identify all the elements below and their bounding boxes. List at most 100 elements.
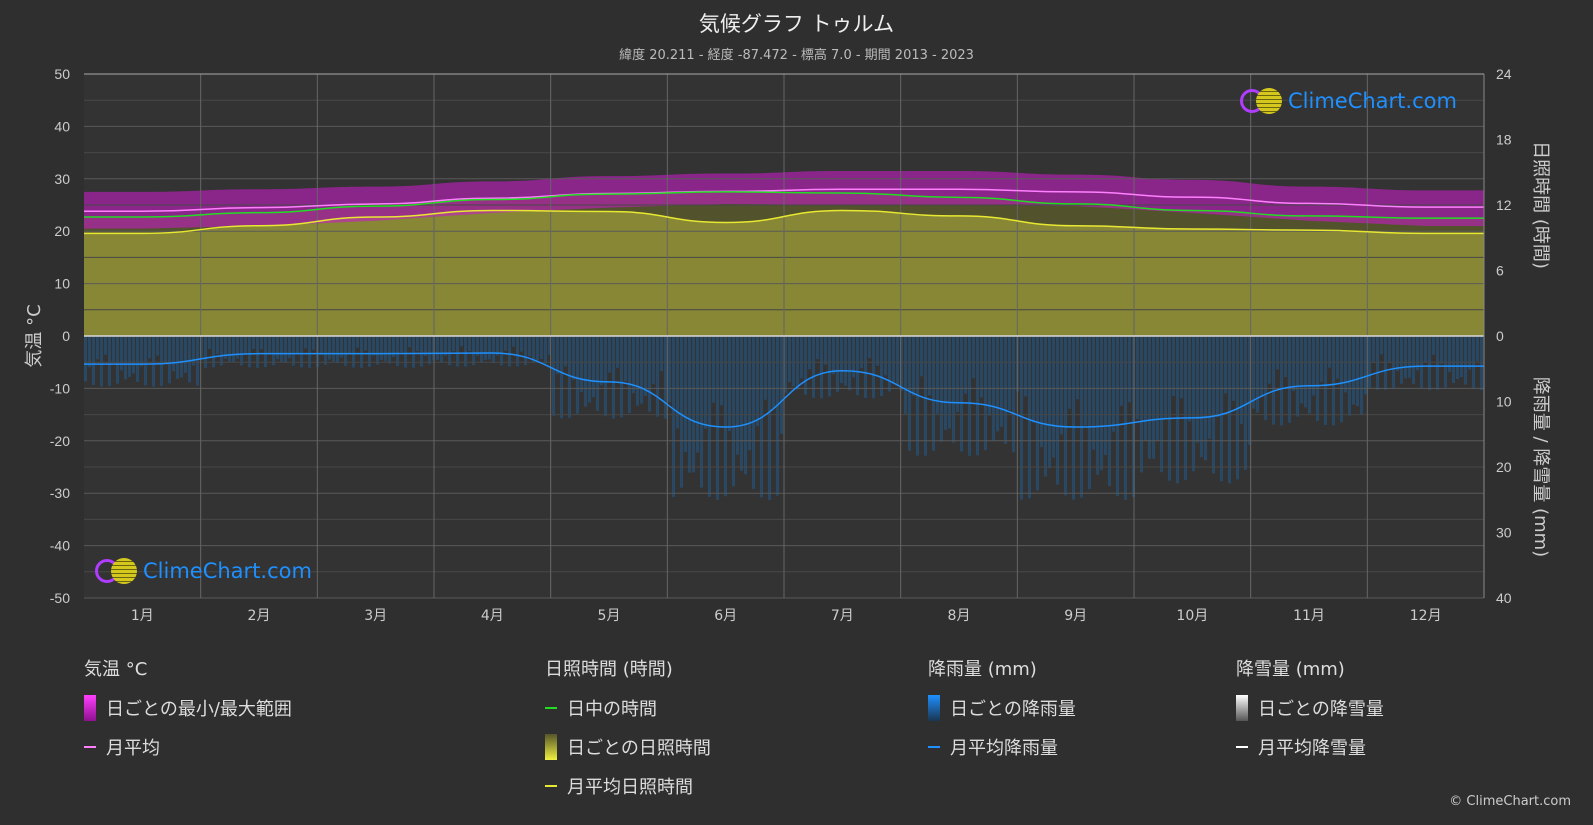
daily-rain-bar bbox=[852, 336, 855, 378]
daily-rain-bar bbox=[204, 336, 207, 368]
daily-rain-bar bbox=[416, 336, 419, 352]
daily-rain-bar bbox=[696, 336, 699, 453]
daily-rain-bar bbox=[896, 336, 899, 385]
daily-rain-bar bbox=[816, 336, 819, 360]
daily-rain-bar bbox=[592, 336, 595, 398]
daily-rain-bar bbox=[1464, 336, 1467, 385]
daily-rain-bar bbox=[720, 336, 723, 406]
daily-rain-bar bbox=[1148, 336, 1151, 459]
monthly-sunshine-line bbox=[84, 209, 1484, 235]
daily-rain-bar bbox=[544, 336, 547, 364]
daily-rain-bar bbox=[1092, 336, 1095, 450]
daily-rain-bar bbox=[240, 336, 243, 366]
daily-rain-bar bbox=[804, 336, 807, 395]
daily-rain-bar bbox=[216, 336, 219, 354]
daily-rain-bar bbox=[1236, 336, 1239, 480]
daily-rain-bar bbox=[712, 336, 715, 403]
legend-title: 日照時間 (時間) bbox=[545, 659, 673, 680]
daily-rain-bar bbox=[272, 336, 275, 366]
daily-rain-bar bbox=[1396, 336, 1399, 372]
daily-rain-bar bbox=[640, 336, 643, 404]
daily-rain-bar bbox=[1124, 336, 1127, 500]
daily-rain-bar bbox=[1380, 336, 1383, 355]
daily-rain-bar bbox=[188, 336, 191, 383]
daily-rain-bar bbox=[208, 336, 211, 349]
x-tick-label: 8月 bbox=[948, 608, 971, 624]
daily-rain-bar bbox=[464, 336, 467, 367]
right-tick-label: 10 bbox=[1496, 394, 1512, 410]
daily-rain-bar bbox=[120, 336, 123, 371]
daily-rain-bar bbox=[1220, 336, 1223, 482]
x-tick-label: 7月 bbox=[831, 608, 854, 624]
rain-swatch-icon bbox=[928, 695, 940, 721]
daily-rain-bar bbox=[1336, 336, 1339, 379]
daily-rain-bar bbox=[192, 336, 195, 366]
daily-rain-bar bbox=[748, 336, 751, 451]
daily-rain-bar bbox=[1272, 336, 1275, 425]
daily-rain-bar bbox=[888, 336, 891, 392]
daily-rain-bar bbox=[1440, 336, 1443, 364]
daily-rain-bar bbox=[900, 336, 903, 391]
daily-rain-bar bbox=[1428, 336, 1431, 391]
daily-rain-bar bbox=[1120, 336, 1123, 406]
daily-rain-bar bbox=[1248, 336, 1251, 445]
daily-rain-bar bbox=[1388, 336, 1391, 363]
daily-rain-bar bbox=[1012, 336, 1015, 453]
daily-rain-bar bbox=[1352, 336, 1355, 405]
daily-rain-bar bbox=[732, 336, 735, 487]
daily-rain-bar bbox=[372, 336, 375, 356]
y-tick-label: -20 bbox=[50, 433, 70, 449]
daily-rain-bar bbox=[1224, 336, 1227, 394]
daily-rain-bar bbox=[1032, 336, 1035, 423]
daily-rain-bar bbox=[1232, 336, 1235, 401]
daily-rain-bar bbox=[744, 336, 747, 475]
daily-rain-bar bbox=[772, 336, 775, 409]
logo-bottom-left: ClimeChart.com bbox=[95, 558, 312, 584]
daily-rain-bar bbox=[100, 336, 103, 387]
daily-rain-bar bbox=[444, 336, 447, 356]
daily-rain-bar bbox=[628, 336, 631, 414]
daily-rain-bar bbox=[160, 336, 163, 386]
legend-item: 日ごとの日照時間 bbox=[545, 734, 711, 760]
daily-rain-bar bbox=[1468, 336, 1471, 370]
daily-rain-bar bbox=[452, 336, 455, 352]
daily-rain-bar bbox=[352, 336, 355, 368]
daily-rain-bar bbox=[496, 336, 499, 356]
daily-rain-bar bbox=[228, 336, 231, 363]
daily-rain-bar bbox=[1324, 336, 1327, 425]
daily-rain-bar bbox=[672, 336, 675, 497]
climate-chart: 50 40 30 20 10 0 -10 -20 -30 -40 -50 24 18 12 6 0 10 20 30… bbox=[24, 66, 1551, 624]
daily-rain-bar bbox=[1312, 336, 1315, 396]
daily-rain-bar bbox=[676, 336, 679, 429]
daily-rain-bar bbox=[1348, 336, 1351, 416]
right-tick-label: 30 bbox=[1496, 525, 1512, 541]
daily-rain-bar bbox=[152, 336, 155, 387]
right-tick-label: 6 bbox=[1496, 263, 1504, 279]
daily-rain-bar bbox=[356, 336, 359, 348]
logo-text: ClimeChart.com bbox=[1288, 89, 1457, 113]
daily-rain-bar bbox=[200, 336, 203, 358]
daily-rain-bar bbox=[1168, 336, 1171, 481]
legend-title: 降雪量 (mm) bbox=[1236, 659, 1345, 680]
daily-rain-bar bbox=[124, 336, 127, 380]
daily-rain-bar bbox=[448, 336, 451, 366]
daily-rain-bar bbox=[376, 336, 379, 365]
y-tick-label: -50 bbox=[50, 590, 70, 606]
daily-rain-bar bbox=[576, 336, 579, 414]
daily-rain-bar bbox=[1000, 336, 1003, 427]
left-axis-title: 気温 °C bbox=[24, 304, 45, 367]
daily-rain-bar bbox=[492, 336, 495, 364]
daily-rain-bar bbox=[1196, 336, 1199, 443]
daily-rain-bar bbox=[1188, 336, 1191, 422]
daily-rain-bar bbox=[1052, 336, 1055, 458]
daily-rain-bar bbox=[340, 336, 343, 358]
right-tick-label: 18 bbox=[1496, 132, 1512, 148]
daily-rain-bar bbox=[580, 336, 583, 393]
daily-rain-bar bbox=[944, 336, 947, 430]
line-swatch-icon bbox=[545, 707, 557, 709]
x-tick-label: 2月 bbox=[248, 608, 271, 624]
daily-rain-bar bbox=[92, 336, 95, 386]
y-tick-label: 20 bbox=[54, 223, 70, 239]
daily-rain-bar bbox=[584, 336, 587, 407]
daily-rain-bar bbox=[1060, 336, 1063, 435]
